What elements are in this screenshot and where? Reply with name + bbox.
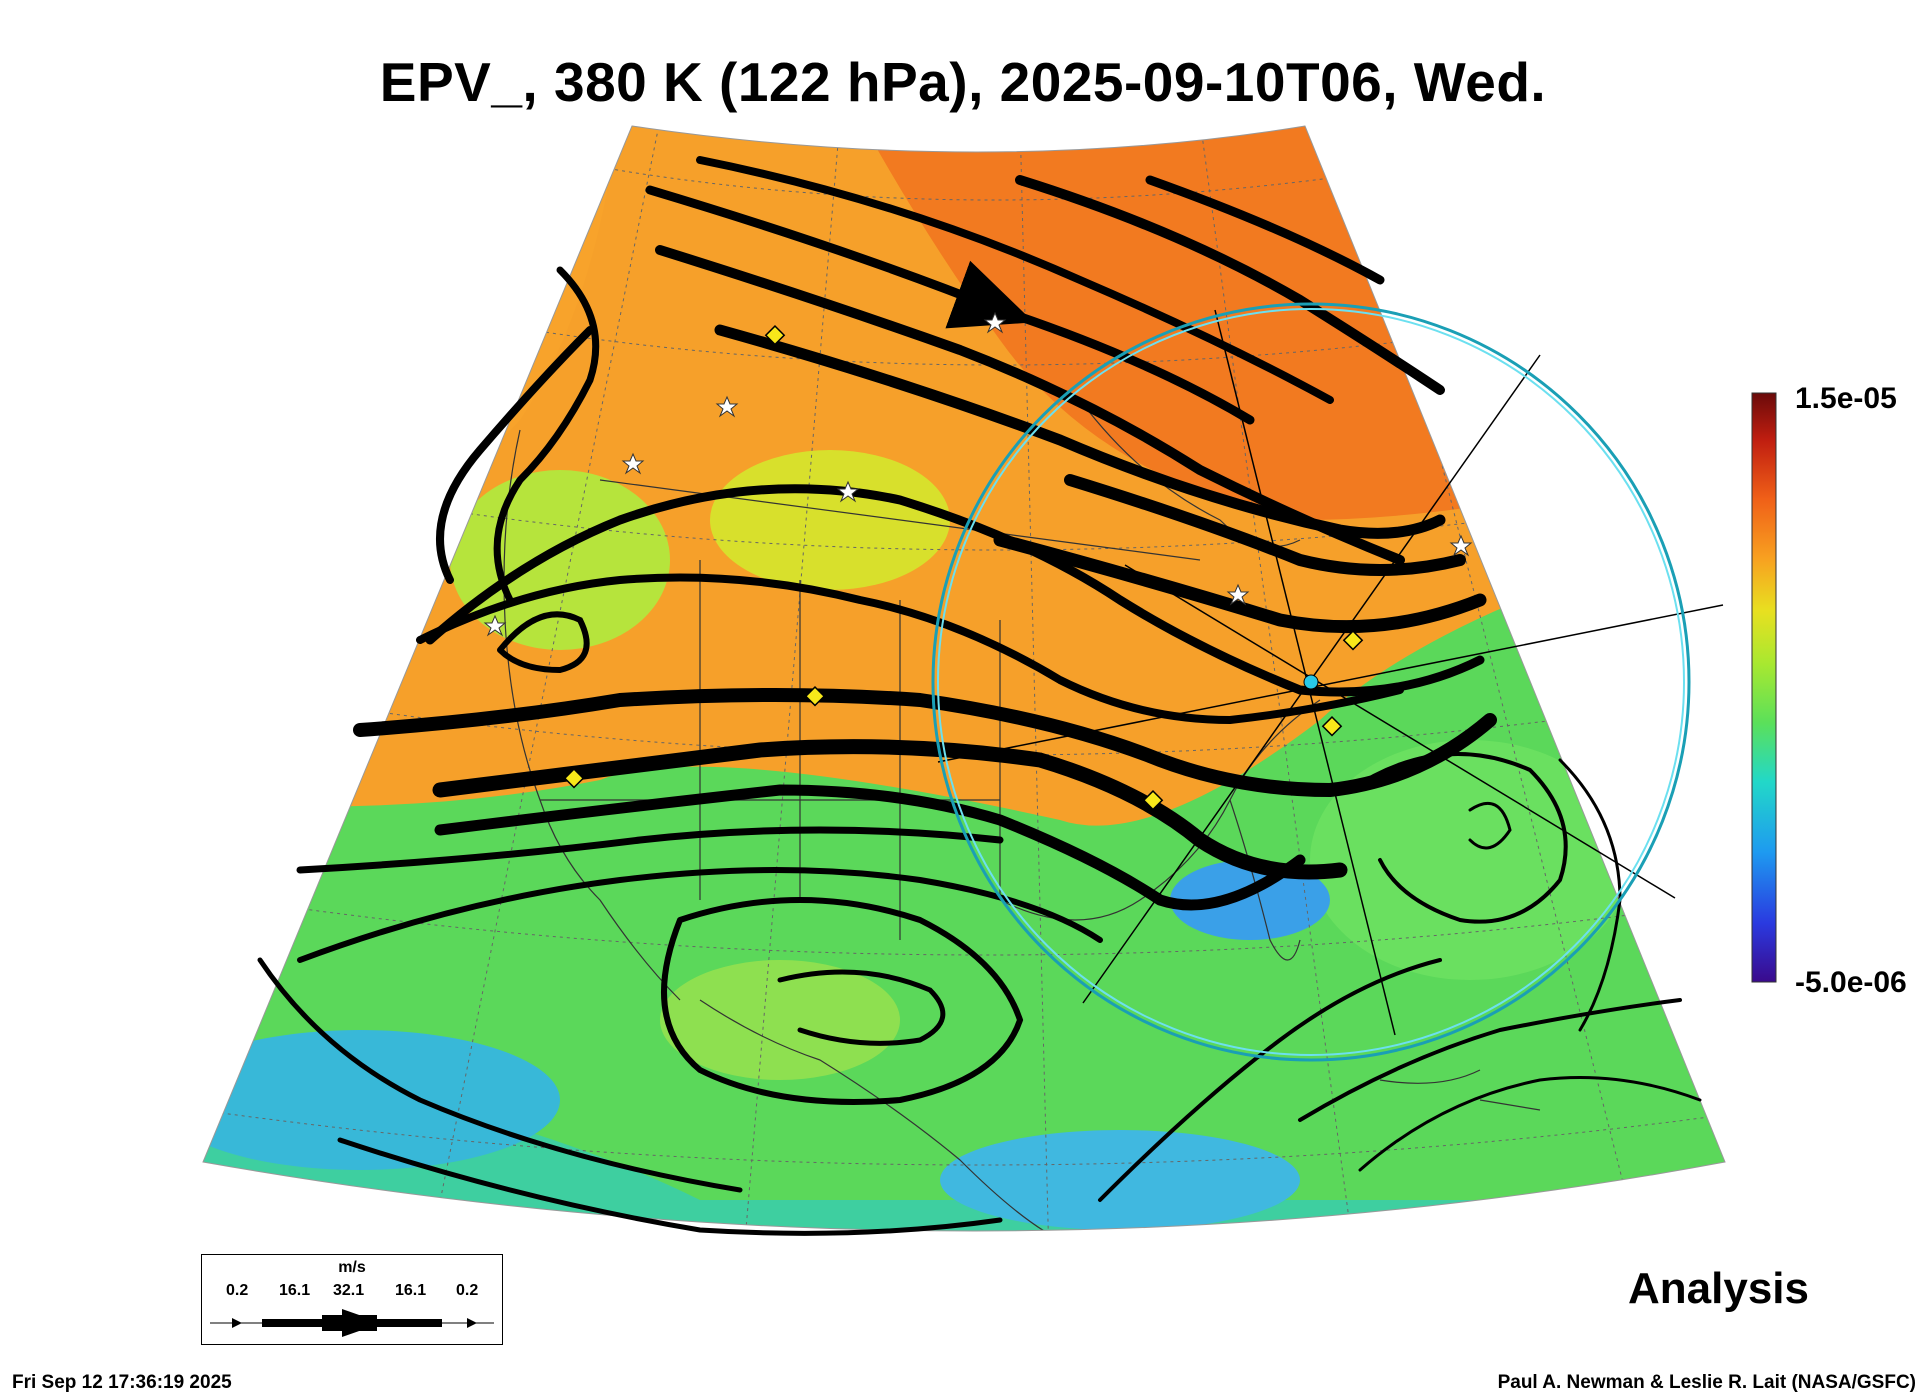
legend-value: 16.1 xyxy=(279,1282,311,1299)
legend-arrow-scale xyxy=(210,1309,494,1337)
legend-value: 16.1 xyxy=(395,1282,427,1299)
analysis-label: Analysis xyxy=(1628,1264,1809,1313)
focus-circle xyxy=(931,302,1691,1062)
colorbar-min-label: -5.0e-06 xyxy=(1795,966,1907,999)
footer-credit: Paul A. Newman & Leslie R. Lait (NASA/GS… xyxy=(1497,1372,1916,1393)
wind-speed-legend: m/s 0.2 16.1 32.1 16.1 0.2 xyxy=(201,1254,503,1345)
station-markers xyxy=(563,325,1364,811)
legend-value: 0.2 xyxy=(456,1282,479,1299)
colorbar-max-label: 1.5e-05 xyxy=(1795,382,1897,415)
legend-value: 0.2 xyxy=(226,1282,249,1299)
colorbar xyxy=(1751,392,1777,983)
section-lines xyxy=(937,309,1724,1036)
footer-timestamp: Fri Sep 12 17:36:19 2025 xyxy=(12,1372,232,1393)
map-title: EPV_, 380 K (122 hPa), 2025-09-10T06, We… xyxy=(379,51,1547,113)
streamlines xyxy=(257,156,1702,1236)
legend-unit: m/s xyxy=(338,1259,366,1276)
legend-value: 32.1 xyxy=(333,1282,365,1299)
map-boundary xyxy=(202,125,1726,1232)
star-markers xyxy=(483,311,1473,637)
